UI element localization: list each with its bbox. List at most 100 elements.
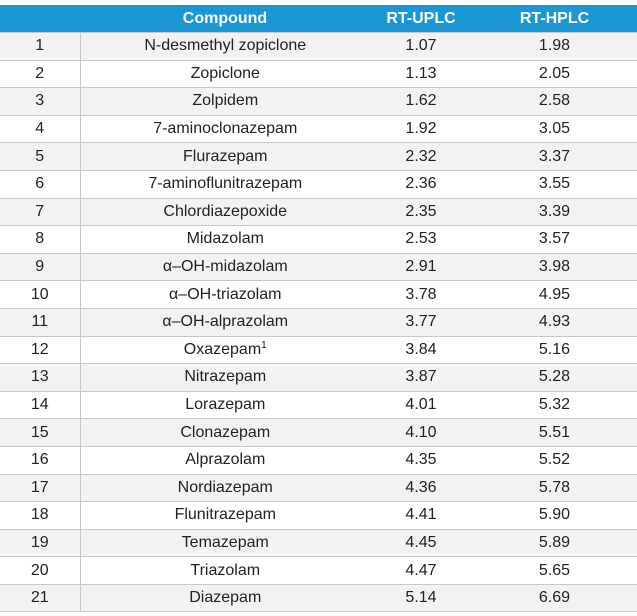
row-number: 14 bbox=[0, 390, 81, 419]
table-row: 5 Flurazepam 2.32 3.37 bbox=[0, 142, 637, 171]
compound-name: α–OH-triazolam bbox=[169, 285, 282, 303]
compound-cell: 7-aminoclonazepam bbox=[80, 114, 370, 143]
rt-uplc: 2.32 bbox=[370, 142, 472, 171]
compound-name: α–OH-alprazolam bbox=[162, 313, 289, 331]
compound-cell: Triazolam bbox=[80, 556, 370, 585]
compound-name: N-desmethyl zopiclone bbox=[144, 37, 307, 55]
table-row: 4 7-aminoclonazepam 1.92 3.05 bbox=[0, 114, 637, 143]
rt-hplc: 2.05 bbox=[472, 59, 637, 88]
row-number: 10 bbox=[0, 280, 81, 309]
table-row: 20 Triazolam 4.47 5.65 bbox=[0, 556, 637, 585]
rt-hplc: 5.32 bbox=[472, 390, 637, 419]
table-row: 16 Alprazolam 4.35 5.52 bbox=[0, 445, 637, 474]
rt-hplc: 5.52 bbox=[472, 445, 637, 474]
compound-cell: Diazepam bbox=[80, 583, 370, 613]
row-number: 17 bbox=[0, 473, 81, 502]
row-number: 13 bbox=[0, 363, 81, 392]
rt-uplc: 1.13 bbox=[370, 59, 472, 88]
header-cell: RT-UPLC bbox=[370, 5, 472, 33]
table-row: 21 Diazepam 5.14 6.69 bbox=[0, 583, 637, 613]
rt-uplc: 3.78 bbox=[370, 280, 472, 309]
rt-hplc: 5.89 bbox=[472, 528, 637, 557]
compound-name: Zopiclone bbox=[190, 64, 260, 82]
table-header: Compound RT-UPLC RT-HPLC bbox=[0, 5, 637, 33]
rt-hplc: 3.37 bbox=[472, 142, 637, 171]
rt-hplc: 5.90 bbox=[472, 501, 637, 530]
rt-hplc: 1.98 bbox=[472, 32, 637, 61]
compound-cell: Chlordiazepoxide bbox=[80, 197, 370, 226]
table-row: 3 Zolpidem 1.62 2.58 bbox=[0, 87, 637, 116]
table-row: 7 Chlordiazepoxide 2.35 3.39 bbox=[0, 197, 637, 226]
compound-name: Clonazepam bbox=[180, 423, 271, 441]
row-number: 19 bbox=[0, 528, 81, 557]
row-number: 15 bbox=[0, 418, 81, 447]
compound-cell: Zolpidem bbox=[80, 87, 370, 116]
table-body: 1 N-desmethyl zopiclone 1.07 1.98 2 Zopiclone… bbox=[0, 32, 637, 613]
compound-name: Triazolam bbox=[190, 561, 261, 579]
data-table: Compound RT-UPLC RT-HPLC 1 N-desmethyl zo… bbox=[0, 5, 637, 613]
rt-uplc: 4.35 bbox=[370, 445, 472, 474]
compound-name: α–OH-midazolam bbox=[162, 258, 288, 276]
compound-name: Midazolam bbox=[186, 230, 264, 248]
row-number: 8 bbox=[0, 225, 81, 254]
compound-name: Diazepam bbox=[189, 589, 262, 607]
rt-uplc: 4.45 bbox=[370, 528, 472, 557]
compound-name: 7-aminoflunitrazepam bbox=[148, 175, 303, 193]
compound-cell: N-desmethyl zopiclone bbox=[80, 32, 370, 61]
rt-hplc: 2.58 bbox=[472, 87, 637, 116]
row-number: 12 bbox=[0, 335, 81, 364]
rt-hplc: 3.39 bbox=[472, 197, 637, 226]
table-row: 1 N-desmethyl zopiclone 1.07 1.98 bbox=[0, 32, 637, 61]
rt-hplc: 5.65 bbox=[472, 556, 637, 585]
rt-uplc: 5.14 bbox=[370, 583, 472, 613]
rt-uplc: 4.47 bbox=[370, 556, 472, 585]
table-row: 14 Lorazepam 4.01 5.32 bbox=[0, 390, 637, 419]
rt-uplc: 2.91 bbox=[370, 252, 472, 281]
row-number: 4 bbox=[0, 114, 81, 143]
compound-cell: α–OH-alprazolam bbox=[80, 307, 370, 337]
compound-cell: Oxazepam1 bbox=[80, 335, 370, 364]
rt-uplc: 4.41 bbox=[370, 501, 472, 530]
header-cell: RT-HPLC bbox=[472, 5, 637, 33]
table-row: 8 Midazolam 2.53 3.57 bbox=[0, 225, 637, 254]
compound-cell: 7-aminoflunitrazepam bbox=[80, 169, 370, 199]
rt-hplc: 5.28 bbox=[472, 363, 637, 392]
rt-uplc: 1.62 bbox=[370, 87, 472, 116]
row-number: 3 bbox=[0, 87, 81, 116]
rt-uplc: 3.77 bbox=[370, 307, 472, 337]
rt-uplc: 4.36 bbox=[370, 473, 472, 502]
header-cell: Compound bbox=[80, 5, 370, 33]
row-number: 18 bbox=[0, 501, 81, 530]
rt-hplc: 5.16 bbox=[472, 335, 637, 364]
table-row: 10 α–OH-triazolam 3.78 4.95 bbox=[0, 280, 637, 309]
rt-hplc: 6.69 bbox=[472, 583, 637, 613]
row-number: 21 bbox=[0, 583, 81, 613]
rt-hplc: 5.78 bbox=[472, 473, 637, 502]
header-row: Compound RT-UPLC RT-HPLC bbox=[0, 5, 637, 33]
footnote-mark: 1 bbox=[261, 340, 267, 352]
compound-name: Zolpidem bbox=[192, 92, 259, 110]
rt-hplc: 3.05 bbox=[472, 114, 637, 143]
table-row: 17 Nordiazepam 4.36 5.78 bbox=[0, 473, 637, 502]
compound-cell: Temazepam bbox=[80, 528, 370, 557]
compound-name: Chlordiazepoxide bbox=[163, 202, 288, 220]
compound-cell: Alprazolam bbox=[80, 445, 370, 474]
compound-cell: α–OH-midazolam bbox=[80, 252, 370, 281]
rt-uplc: 1.07 bbox=[370, 32, 472, 61]
compound-cell: Nitrazepam bbox=[80, 363, 370, 392]
row-number: 11 bbox=[0, 307, 81, 337]
compound-cell: Nordiazepam bbox=[80, 473, 370, 502]
table-row: 6 7-aminoflunitrazepam 2.36 3.55 bbox=[0, 169, 637, 199]
row-number: 7 bbox=[0, 197, 81, 226]
rt-hplc: 5.51 bbox=[472, 418, 637, 447]
table-row: 9 α–OH-midazolam 2.91 3.98 bbox=[0, 252, 637, 281]
rt-uplc: 3.84 bbox=[370, 335, 472, 364]
compound-name: Lorazepam bbox=[185, 396, 266, 414]
row-number: 20 bbox=[0, 556, 81, 585]
row-number: 1 bbox=[0, 32, 81, 61]
rt-uplc: 3.87 bbox=[370, 363, 472, 392]
rt-uplc: 4.01 bbox=[370, 390, 472, 419]
compound-name: Temazepam bbox=[181, 533, 269, 551]
rt-hplc: 4.95 bbox=[472, 280, 637, 309]
table-row: 18 Flunitrazepam 4.41 5.90 bbox=[0, 501, 637, 530]
